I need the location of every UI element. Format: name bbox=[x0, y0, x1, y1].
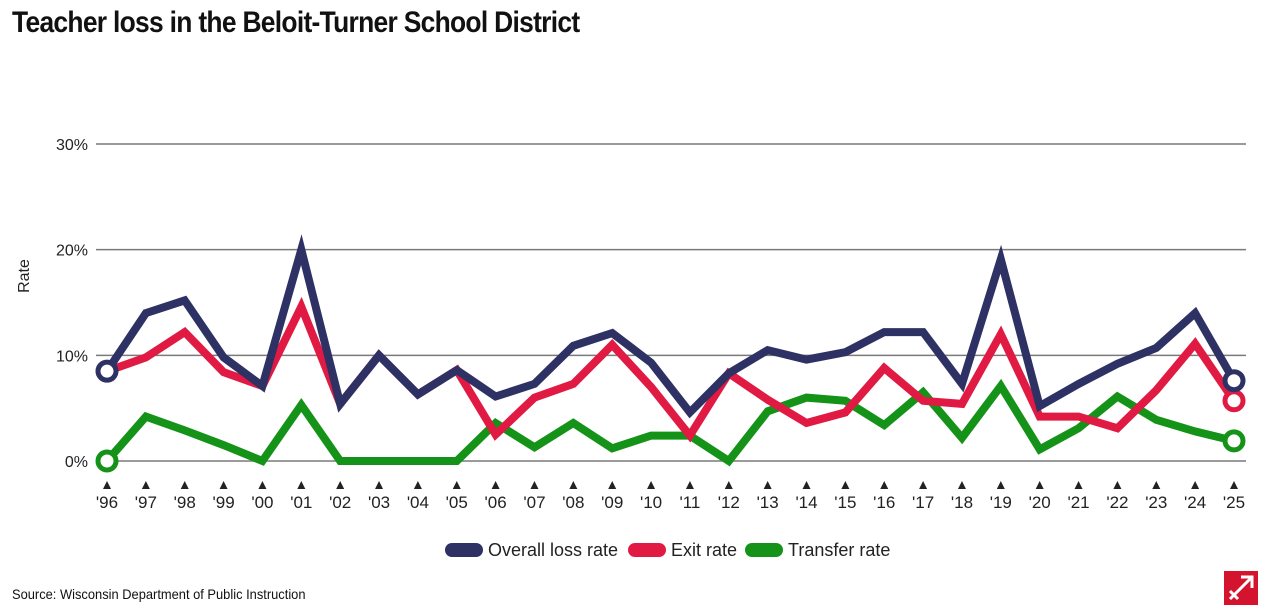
x-axis-ticks: '96 '97 '98 '99 '00 '01 '02 '03 '04 '05 '06 '07 '08 '… bbox=[96, 493, 1245, 512]
legend-label: Exit rate bbox=[671, 540, 737, 560]
y-tick-label: 20% bbox=[56, 243, 88, 260]
x-axis-markers bbox=[103, 481, 1238, 489]
series-endpoint bbox=[1222, 389, 1246, 413]
x-tick-label: '05 bbox=[446, 493, 468, 512]
x-tick-marker bbox=[413, 481, 422, 489]
legend: Overall loss rate Exit rate Transfer rate bbox=[445, 540, 890, 560]
x-tick-marker bbox=[1152, 481, 1161, 489]
x-tick-label: '97 bbox=[135, 493, 157, 512]
x-tick-label: '06 bbox=[485, 493, 507, 512]
x-tick-marker bbox=[336, 481, 345, 489]
x-tick-label: '03 bbox=[368, 493, 390, 512]
x-tick-marker bbox=[880, 481, 889, 489]
x-tick-marker bbox=[375, 481, 384, 489]
chart-title: Teacher loss in the Beloit-Turner School… bbox=[12, 6, 580, 39]
y-tick-label: 10% bbox=[56, 348, 88, 365]
x-tick-label: '08 bbox=[562, 493, 584, 512]
x-tick-marker bbox=[802, 481, 811, 489]
x-tick-label: '02 bbox=[329, 493, 351, 512]
publisher-logo-icon bbox=[1224, 571, 1258, 605]
series-endpoint bbox=[95, 449, 119, 473]
series-lines bbox=[103, 234, 1238, 467]
y-tick-label: 0% bbox=[65, 454, 88, 471]
x-tick-marker bbox=[647, 481, 656, 489]
x-tick-marker bbox=[141, 481, 150, 489]
x-tick-marker bbox=[724, 481, 733, 489]
x-tick-marker bbox=[530, 481, 539, 489]
x-tick-label: '96 bbox=[96, 493, 118, 512]
x-tick-label: '07 bbox=[523, 493, 545, 512]
x-tick-marker bbox=[452, 481, 461, 489]
series-line-exit-rate bbox=[103, 296, 1238, 443]
x-tick-label: '99 bbox=[213, 493, 235, 512]
y-tick-label: 30% bbox=[56, 137, 88, 154]
x-tick-label: '98 bbox=[174, 493, 196, 512]
series-endpoint bbox=[1222, 369, 1246, 393]
series-line-transfer-rate bbox=[103, 378, 1238, 467]
y-axis-ticks: 0% 10% 20% 30% bbox=[56, 137, 88, 471]
x-tick-marker bbox=[685, 481, 694, 489]
x-tick-label: '23 bbox=[1145, 493, 1167, 512]
x-tick-marker bbox=[103, 481, 111, 489]
x-tick-marker bbox=[569, 481, 578, 489]
x-tick-label: '24 bbox=[1184, 493, 1206, 512]
x-tick-marker bbox=[919, 481, 928, 489]
x-tick-marker bbox=[1113, 481, 1122, 489]
x-tick-marker bbox=[841, 481, 850, 489]
gridlines bbox=[96, 143, 1246, 462]
x-tick-label: '18 bbox=[951, 493, 973, 512]
x-tick-marker bbox=[180, 481, 189, 489]
x-tick-label: '12 bbox=[718, 493, 740, 512]
x-tick-label: '15 bbox=[834, 493, 856, 512]
x-tick-label: '21 bbox=[1067, 493, 1089, 512]
legend-label: Transfer rate bbox=[788, 540, 890, 560]
x-tick-label: '19 bbox=[990, 493, 1012, 512]
source-note: Source: Wisconsin Department of Public I… bbox=[12, 586, 306, 602]
x-tick-marker bbox=[258, 481, 267, 489]
x-tick-label: '01 bbox=[290, 493, 312, 512]
x-tick-label: '17 bbox=[912, 493, 934, 512]
x-tick-label: '11 bbox=[679, 493, 700, 512]
x-tick-marker bbox=[297, 481, 306, 489]
x-tick-marker bbox=[957, 481, 966, 489]
x-tick-label: '25 bbox=[1223, 493, 1245, 512]
legend-label: Overall loss rate bbox=[488, 540, 618, 560]
x-tick-marker bbox=[608, 481, 617, 489]
x-tick-label: '09 bbox=[601, 493, 623, 512]
series-endpoint bbox=[95, 359, 119, 383]
x-tick-label: '04 bbox=[407, 493, 429, 512]
x-tick-label: '22 bbox=[1106, 493, 1128, 512]
series-endpoints bbox=[95, 359, 1246, 473]
x-tick-label: '10 bbox=[640, 493, 662, 512]
x-tick-label: '14 bbox=[795, 493, 817, 512]
x-tick-label: '00 bbox=[251, 493, 273, 512]
y-axis-label: Rate bbox=[16, 259, 33, 293]
x-tick-marker bbox=[996, 481, 1005, 489]
series-endpoint bbox=[1222, 429, 1246, 453]
x-tick-marker bbox=[763, 481, 772, 489]
x-tick-label: '13 bbox=[757, 493, 779, 512]
x-tick-label: '16 bbox=[873, 493, 895, 512]
series-line-overall-loss-rate bbox=[103, 234, 1238, 419]
x-tick-marker bbox=[1074, 481, 1083, 489]
x-tick-marker bbox=[1191, 481, 1200, 489]
x-tick-marker bbox=[1035, 481, 1044, 489]
x-tick-label: '20 bbox=[1029, 493, 1051, 512]
x-tick-marker bbox=[219, 481, 228, 489]
x-tick-marker bbox=[1230, 481, 1238, 489]
x-tick-marker bbox=[491, 481, 500, 489]
